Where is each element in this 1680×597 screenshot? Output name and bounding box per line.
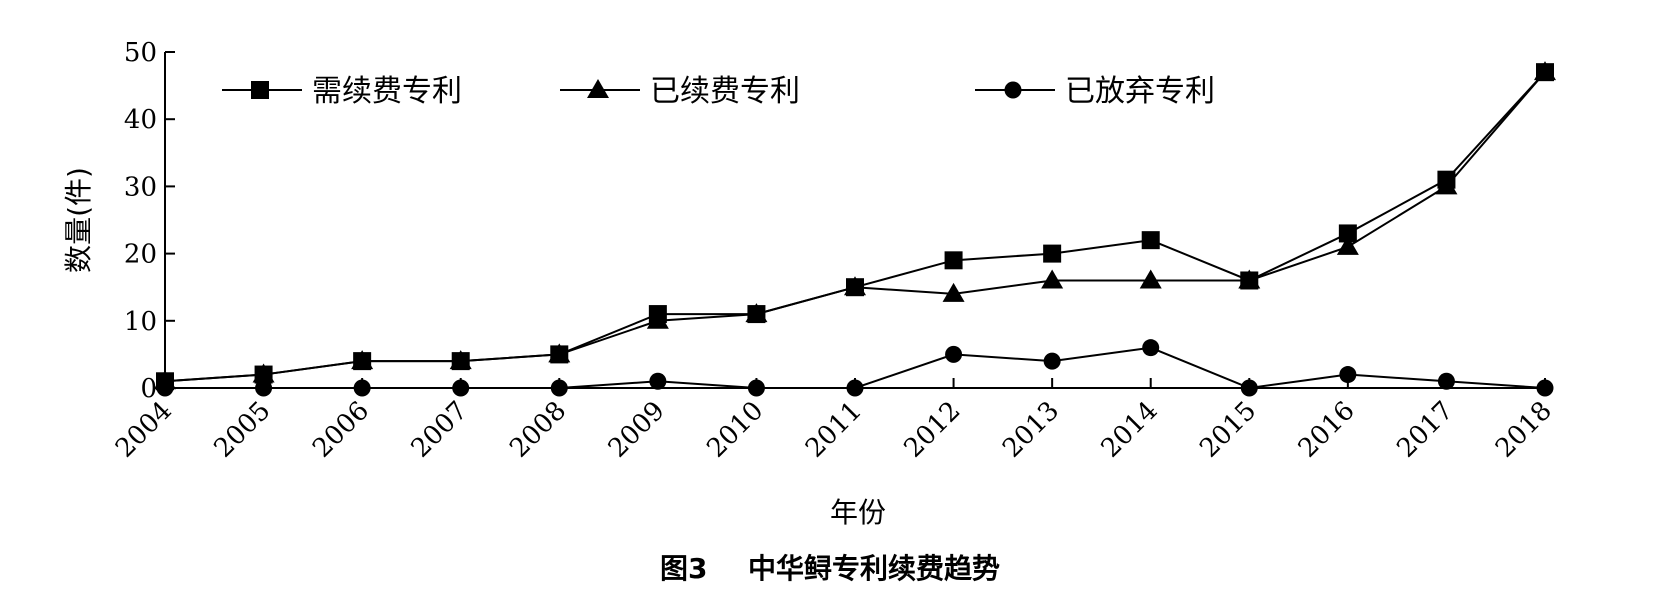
data-point-circle	[945, 345, 963, 363]
x-tick-label: 2012	[899, 396, 967, 464]
data-point-circle	[846, 379, 864, 397]
data-point-triangle	[548, 343, 571, 363]
data-point-circle	[353, 379, 371, 397]
x-tick-label: 2008	[504, 396, 572, 464]
series	[154, 61, 1556, 397]
data-point-circle	[1339, 366, 1357, 384]
x-tick-label: 2009	[603, 396, 671, 464]
data-point-square	[1043, 244, 1062, 263]
data-point-circle	[1043, 352, 1061, 370]
legend-marker-circle	[1004, 81, 1022, 99]
x-ticks: 2004 2005 2006 2007 2008 2009 2010 2011 2012 2013…	[110, 378, 1558, 464]
data-point-square	[1141, 231, 1160, 250]
data-point-circle	[1142, 339, 1160, 357]
y-tick-label: 20	[124, 240, 157, 270]
x-tick-label: 2015	[1194, 396, 1262, 464]
y-tick-label: 10	[124, 307, 157, 337]
data-point-triangle	[745, 303, 768, 323]
y-tick-label: 40	[124, 105, 157, 135]
data-point-triangle	[351, 350, 374, 370]
x-tick-label: 2006	[307, 396, 375, 464]
data-point-square	[944, 251, 963, 270]
legend-marker-triangle	[587, 79, 609, 98]
x-tick-label: 2013	[997, 396, 1065, 464]
data-point-square	[1338, 224, 1357, 243]
y-axis-title: 数量(件)	[62, 167, 95, 273]
figure-caption-title: 中华鲟专利续费趋势	[748, 552, 1000, 585]
x-tick-label: 2018	[1490, 396, 1558, 464]
data-point-triangle	[844, 276, 866, 296]
data-point-circle	[1437, 372, 1455, 390]
data-point-circle	[156, 379, 174, 397]
legend: 需续费专利 已续费专利 已放弃专利	[222, 74, 1215, 109]
data-point-triangle	[1435, 175, 1458, 195]
series-1	[156, 63, 1554, 391]
legend-marker-square	[251, 81, 269, 99]
y-ticks: 0 10 20 30 40 50	[124, 38, 175, 404]
y-tick-label: 50	[124, 38, 157, 68]
y-tick-label: 0	[140, 374, 157, 404]
data-point-triangle	[449, 350, 472, 370]
data-point-circle	[649, 372, 667, 390]
series-line	[164, 71, 1546, 383]
data-point-circle	[452, 379, 470, 397]
data-point-triangle	[252, 363, 275, 383]
data-point-circle	[1240, 379, 1258, 397]
x-tick-label: 2010	[701, 396, 769, 464]
data-point-triangle	[1139, 269, 1162, 289]
x-axis-title: 年份	[830, 496, 886, 529]
legend-item: 需续费专利	[222, 74, 462, 109]
data-point-triangle	[1041, 269, 1064, 289]
x-tick-label: 2004	[110, 396, 178, 464]
data-point-triangle	[1534, 61, 1556, 81]
x-tick-label: 2016	[1293, 396, 1361, 464]
data-point-triangle	[1238, 269, 1261, 289]
data-point-circle	[255, 379, 273, 397]
y-tick-label: 30	[124, 172, 157, 202]
x-tick-label: 2017	[1391, 396, 1459, 464]
data-point-circle	[550, 379, 568, 397]
legend-label: 已续费专利	[650, 74, 800, 109]
x-tick-label: 2011	[800, 396, 868, 464]
series-3	[156, 339, 1554, 397]
series-line	[164, 71, 1546, 383]
legend-label: 需续费专利	[312, 74, 462, 109]
x-tick-label: 2007	[406, 396, 474, 464]
x-tick-label: 2005	[209, 396, 277, 464]
data-point-triangle	[942, 282, 965, 302]
data-point-circle	[1536, 379, 1554, 397]
x-tick-label: 2014	[1096, 396, 1164, 464]
data-point-triangle	[1336, 235, 1359, 255]
figure-caption-label: 图3	[660, 552, 707, 585]
data-point-circle	[747, 379, 765, 397]
legend-label: 已放弃专利	[1065, 74, 1215, 109]
legend-item: 已续费专利	[560, 74, 800, 109]
legend-item: 已放弃专利	[975, 74, 1215, 109]
data-point-triangle	[646, 309, 669, 329]
